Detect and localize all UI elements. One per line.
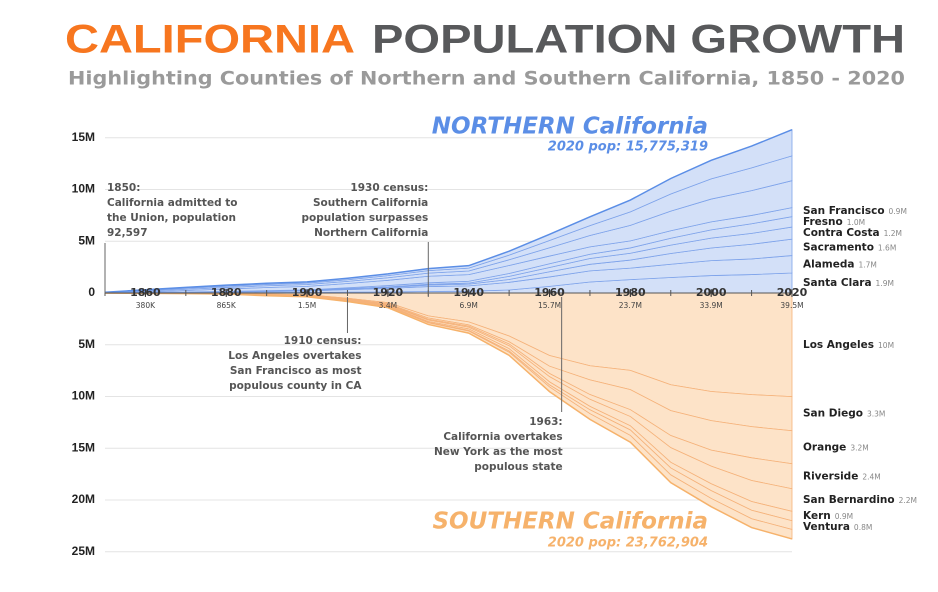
y-tick-label: 10M <box>72 182 95 196</box>
x-tick-sublabel: 33.9M <box>700 301 723 310</box>
county-label: Orange <box>803 441 846 453</box>
county-label: Sacramento <box>803 241 874 253</box>
annotation-text: Los Angeles overtakes <box>228 350 361 362</box>
region-title: NORTHERN California <box>432 114 708 140</box>
county-value: 1.2M <box>884 229 902 238</box>
county-label: San Bernardino <box>803 494 895 506</box>
region-title: SOUTHERN California <box>432 509 708 535</box>
annotation-text: Southern California <box>313 197 428 209</box>
y-tick-label: 5M <box>78 337 95 351</box>
title-part: CALIFORNIA <box>65 18 355 62</box>
x-tick-label: 2000 <box>696 286 727 299</box>
title-part: POPULATION GROWTH <box>372 18 905 62</box>
annotation-text: the Union, population <box>107 212 236 224</box>
county-value: 2.4M <box>862 472 880 481</box>
annotation-text: Northern California <box>314 227 428 239</box>
county-label: Kern <box>803 510 831 522</box>
county-label: San Francisco <box>803 205 885 217</box>
x-tick-sublabel: 3.4M <box>379 301 397 310</box>
region-edge <box>104 292 793 540</box>
county-label: Santa Clara <box>803 277 872 289</box>
county-value: 0.8M <box>854 523 872 532</box>
county-value: 0.9M <box>835 512 853 521</box>
x-tick-sublabel: 1.5M <box>298 301 316 310</box>
annotation-text: San Francisco as most <box>230 365 362 377</box>
region-edge <box>104 129 793 294</box>
x-tick-label: 1900 <box>292 286 323 299</box>
annotation-text: 1930 census: <box>350 182 428 194</box>
x-tick-label: 1960 <box>534 286 565 299</box>
county-value: 1.6M <box>878 243 896 252</box>
county-value: 1.7M <box>858 260 876 269</box>
x-tick-sublabel: 865K <box>217 301 237 310</box>
county-value: 1.9M <box>876 279 894 288</box>
county-value: 1.0M <box>847 218 865 227</box>
y-tick-label: 25M <box>72 544 95 558</box>
x-tick-sublabel: 380K <box>136 301 156 310</box>
annotation-text: New York as the most <box>434 446 563 458</box>
county-label: Fresno <box>803 216 843 228</box>
x-tick-label: 1980 <box>615 286 646 299</box>
x-tick-sublabel: 15.7M <box>538 301 561 310</box>
annotation-text: California admitted to <box>107 197 237 209</box>
county-value: 3.3M <box>867 410 885 419</box>
region-subtitle: 2020 pop: 23,762,904 <box>548 536 708 551</box>
x-tick-label: 1920 <box>373 286 404 299</box>
annotation-text: populous state <box>474 461 562 473</box>
annotation-text: 1910 census: <box>284 335 362 347</box>
county-value: 3.2M <box>850 443 868 452</box>
county-label: Contra Costa <box>803 227 880 239</box>
county-value: 10M <box>878 341 894 350</box>
y-tick-label: 10M <box>72 389 95 403</box>
county-value: 0.9M <box>889 207 907 216</box>
annotation-text: California overtakes <box>443 431 562 443</box>
annotation-text: 1963: <box>529 416 562 428</box>
annotation-text: population surpasses <box>302 212 429 224</box>
x-tick-sublabel: 6.9M <box>460 301 478 310</box>
county-label: Riverside <box>803 470 858 482</box>
x-tick-label: 1860 <box>130 286 161 299</box>
x-tick-sublabel: 39.5M <box>780 301 803 310</box>
x-tick-sublabel: 23.7M <box>619 301 642 310</box>
county-value: 2.2M <box>899 496 917 505</box>
county-label: Ventura <box>803 521 850 533</box>
annotation-text: populous county in CA <box>229 380 362 392</box>
y-tick-label: 20M <box>72 492 95 506</box>
y-tick-label: 15M <box>72 440 95 454</box>
annotation-text: 1850: <box>107 182 140 194</box>
subtitle: Highlighting Counties of Northern and So… <box>68 68 905 90</box>
county-label: San Diego <box>803 408 863 420</box>
x-tick-label: 1880 <box>211 286 242 299</box>
region-subtitle: 2020 pop: 15,775,319 <box>548 140 708 155</box>
county-label: Los Angeles <box>803 339 874 351</box>
y-tick-label: 0 <box>88 285 95 299</box>
annotation-text: 92,597 <box>107 227 148 239</box>
y-tick-label: 15M <box>72 130 95 144</box>
y-tick-label: 5M <box>78 233 95 247</box>
county-label: Alameda <box>803 258 854 270</box>
x-tick-label: 1940 <box>453 286 484 299</box>
x-tick-label: 2020 <box>777 286 808 299</box>
